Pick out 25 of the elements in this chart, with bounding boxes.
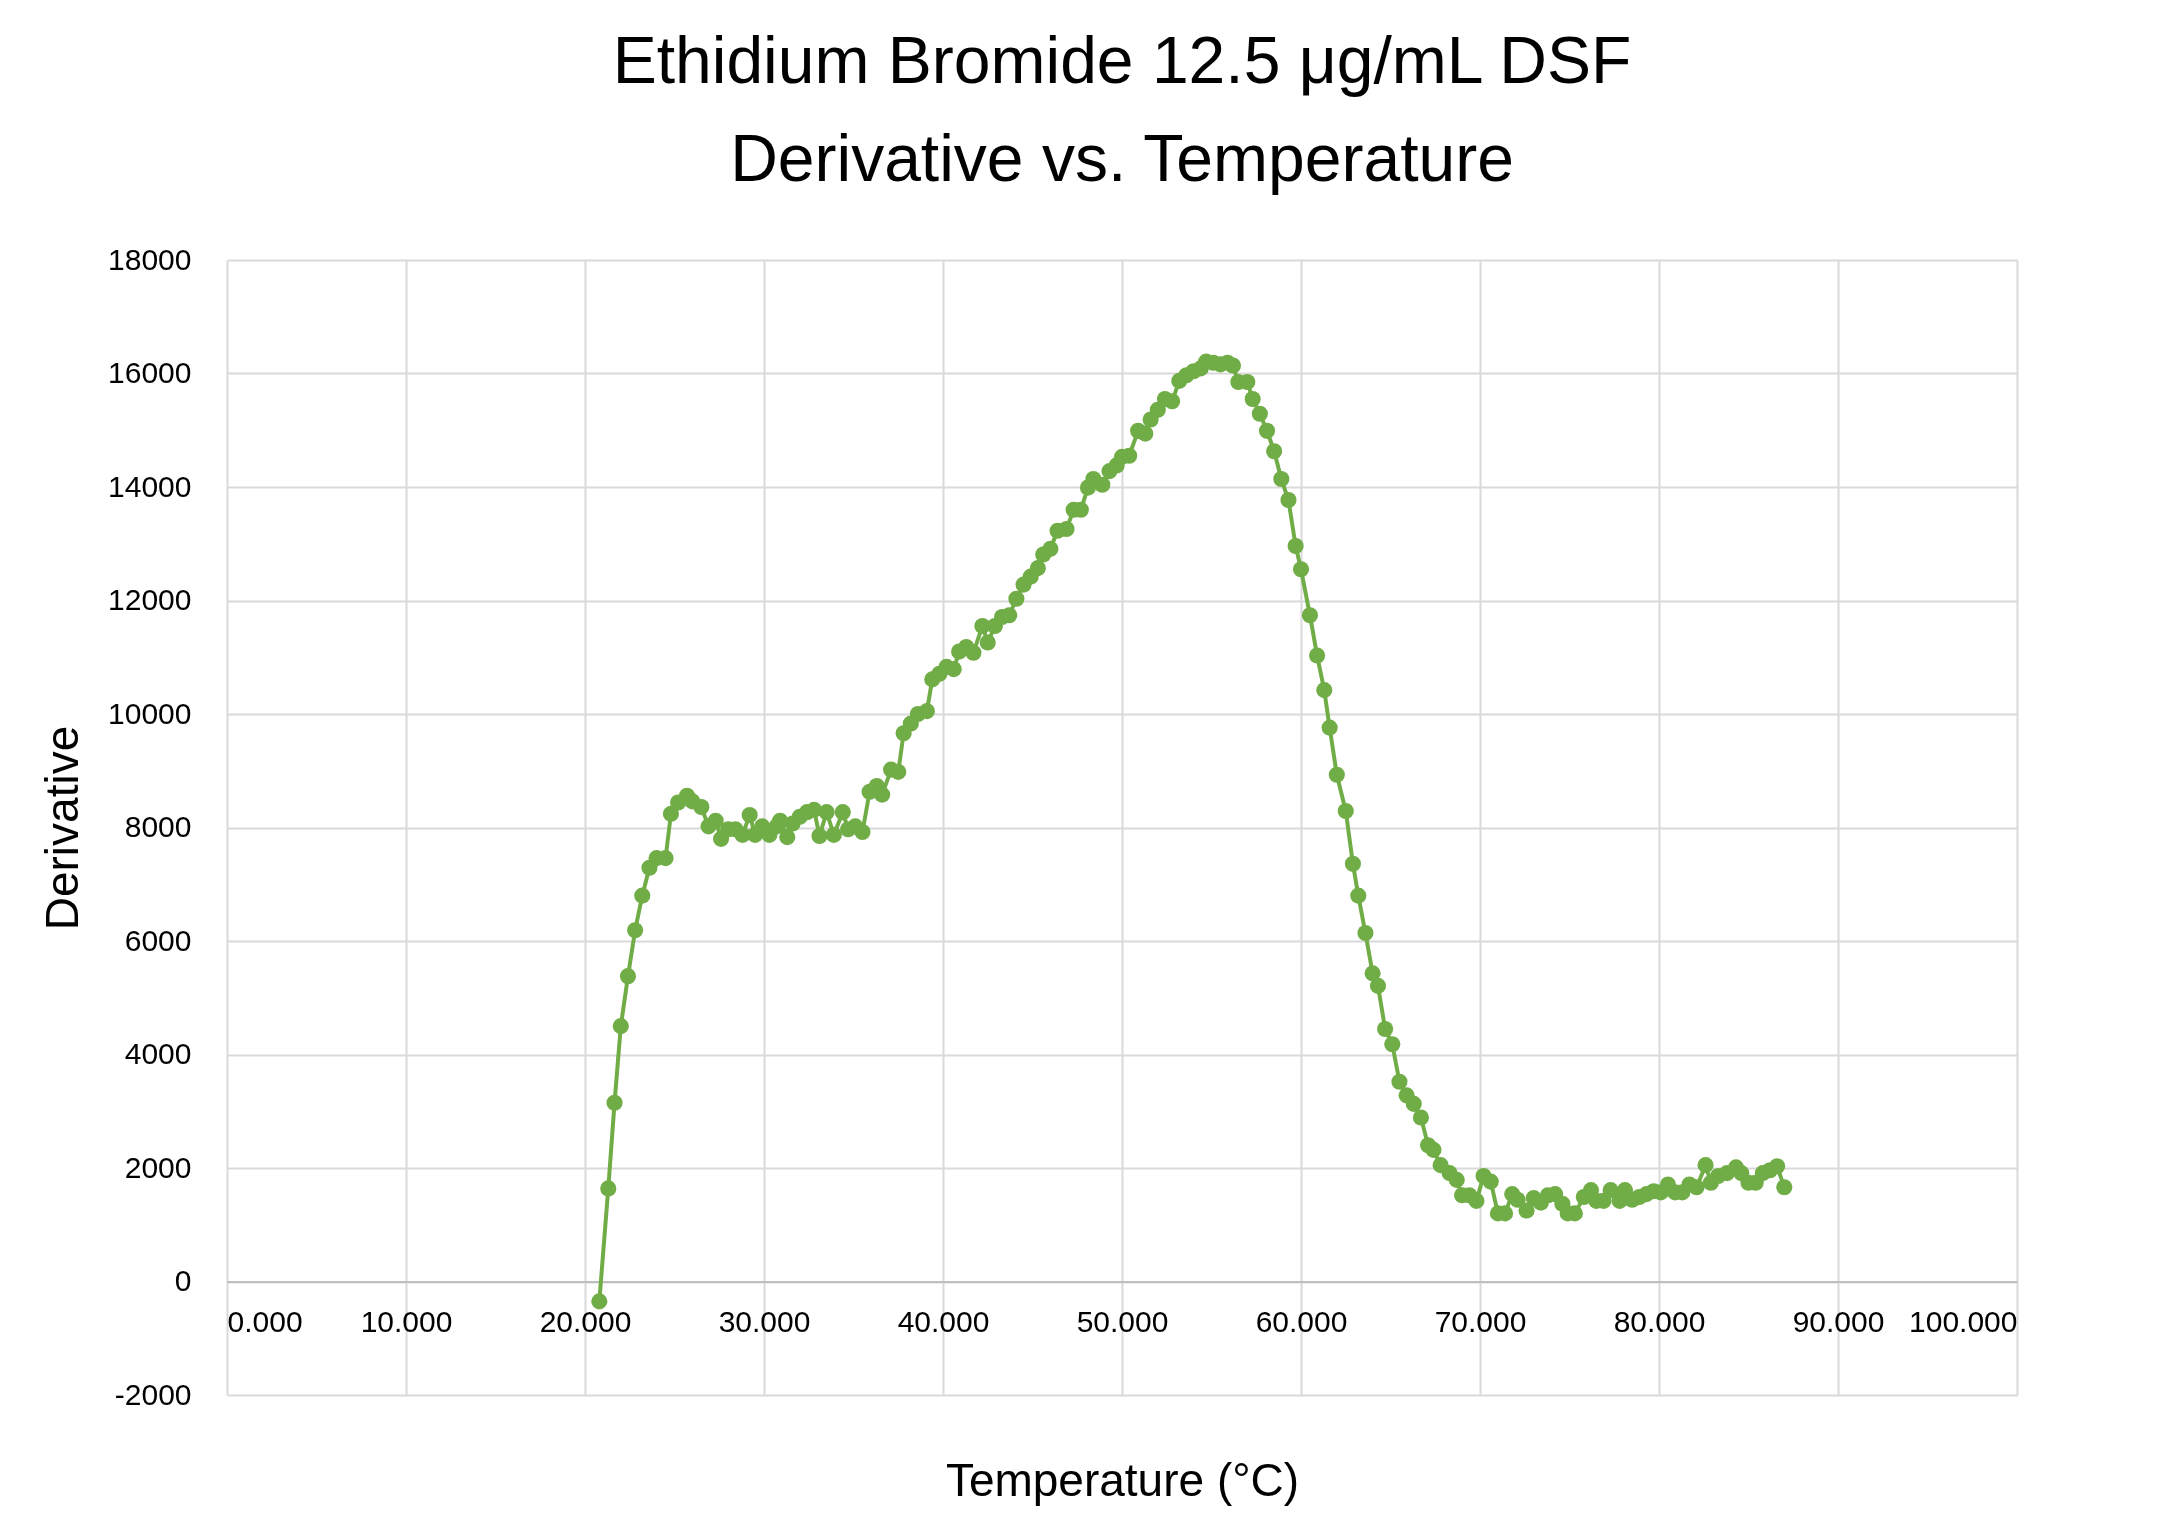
y-tick-label: 12000 (108, 583, 192, 616)
x-tick-label: 20.000 (539, 1305, 632, 1338)
y-tick-label: 0 (174, 1264, 192, 1297)
x-tick-label: 50.000 (1076, 1305, 1169, 1338)
y-tick-label: 18000 (108, 242, 192, 276)
x-tick-label: 40.000 (897, 1305, 990, 1338)
x-tick-label: 90.000 (1792, 1305, 1885, 1338)
y-tick-label: 16000 (108, 356, 192, 389)
y-tick-label: -2000 (114, 1377, 192, 1411)
x-tick-label: 80.000 (1613, 1305, 1706, 1338)
y-axis-title: Derivative (36, 725, 89, 931)
x-axis-title: Temperature (°C) (945, 1453, 1300, 1506)
chart-title: Ethidium Bromide 12.5 μg/mL DSF Derivative vs. Temperature (612, 23, 1632, 195)
y-tick-label: 10000 (108, 696, 192, 730)
x-tick-label: 70.000 (1434, 1305, 1527, 1338)
x-tick-label: 10.000 (360, 1305, 453, 1338)
y-tick-label: 14000 (108, 469, 192, 503)
y-tick-label: 2000 (124, 1150, 192, 1184)
x-tick-label: 60.000 (1255, 1305, 1348, 1338)
x-tick-label: 30.000 (718, 1305, 811, 1338)
x-tick-label: 100.000 (1909, 1305, 2018, 1338)
y-tick-label: 6000 (124, 923, 192, 957)
x-tick-label: 0.000 (227, 1305, 303, 1338)
y-tick-label: 4000 (124, 1037, 192, 1070)
y-tick-label: 8000 (124, 810, 192, 843)
